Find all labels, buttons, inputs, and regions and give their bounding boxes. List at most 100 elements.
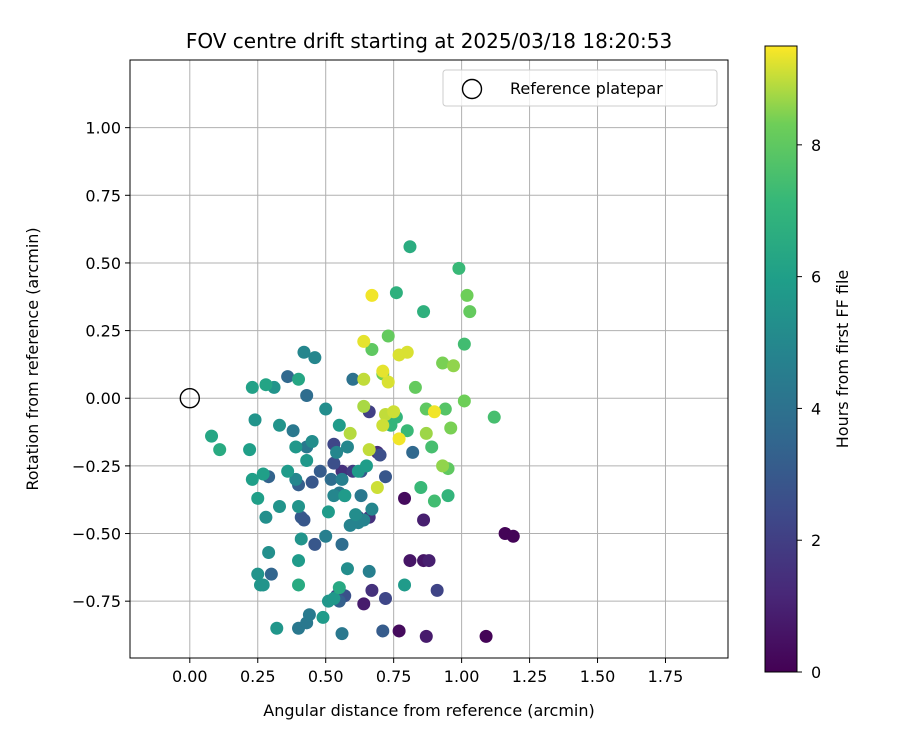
y-tick-label: −0.50	[72, 525, 121, 544]
data-point	[300, 453, 314, 467]
data-point	[438, 402, 452, 416]
data-point	[327, 591, 341, 605]
data-point	[245, 380, 259, 394]
data-point	[335, 627, 349, 641]
data-point	[338, 489, 352, 503]
data-point	[392, 624, 406, 638]
chart-title: FOV centre drift starting at 2025/03/18 …	[186, 29, 672, 53]
data-point	[259, 510, 273, 524]
data-point	[436, 356, 450, 370]
data-point	[281, 370, 295, 384]
data-point	[376, 624, 390, 638]
data-point	[270, 621, 284, 635]
legend-box	[442, 69, 718, 107]
data-point	[289, 472, 303, 486]
data-point	[273, 499, 286, 513]
data-point	[444, 421, 458, 435]
colorbar-tick-label: 8	[811, 136, 821, 155]
data-point	[427, 494, 441, 508]
data-point	[354, 489, 368, 503]
data-point	[286, 424, 300, 438]
reference-marker	[179, 388, 201, 409]
data-point	[300, 389, 314, 403]
data-point	[370, 481, 384, 495]
data-point	[398, 491, 412, 505]
data-point	[373, 448, 387, 462]
data-point	[408, 380, 422, 394]
data-point	[419, 629, 433, 643]
data-point	[289, 440, 303, 454]
data-point	[327, 489, 341, 503]
colorbar-tick-label: 6	[811, 268, 821, 287]
data-point	[479, 629, 493, 643]
data-point	[506, 529, 520, 543]
data-point	[327, 456, 341, 470]
data-point	[346, 372, 360, 386]
colorbar-tick-label: 4	[811, 399, 821, 418]
data-point	[425, 440, 439, 454]
data-point	[400, 345, 414, 359]
data-point	[441, 489, 455, 503]
data-point	[400, 424, 414, 438]
legend-entry-reference: Reference platepar	[510, 79, 663, 98]
x-tick-label: 0.00	[172, 667, 208, 686]
colorbar: 0 2 4 6 8 Hours from first FF file	[764, 45, 852, 682]
data-points	[205, 240, 520, 643]
data-point	[251, 567, 265, 581]
data-point	[357, 597, 371, 611]
x-axis-label: Angular distance from reference (arcmin)	[263, 701, 594, 720]
data-point	[332, 581, 346, 595]
data-point	[245, 472, 259, 486]
y-axis-ticks: −0.75 −0.50 −0.25 0.00 0.25 0.50 0.75 1.00	[72, 119, 130, 611]
data-point	[365, 343, 379, 357]
data-point	[330, 445, 344, 459]
data-point	[422, 554, 436, 568]
y-tick-label: 0.25	[85, 322, 121, 341]
x-axis-ticks: 0.00 0.25 0.50 0.75 1.00 1.25 1.50 1.75	[172, 658, 683, 686]
data-point	[457, 394, 471, 408]
x-tick-label: 0.50	[308, 667, 344, 686]
data-point	[362, 443, 376, 457]
y-tick-label: 0.75	[85, 186, 121, 205]
data-point	[417, 513, 431, 527]
data-point	[379, 470, 393, 484]
data-point	[403, 554, 417, 568]
data-point	[292, 499, 306, 513]
data-point	[340, 440, 354, 454]
colorbar-tick-label: 0	[811, 663, 821, 682]
x-tick-label: 1.00	[444, 667, 480, 686]
data-point	[487, 410, 501, 424]
data-point	[436, 459, 450, 473]
data-point	[362, 564, 376, 578]
data-point	[302, 608, 316, 622]
data-point	[248, 413, 262, 427]
x-tick-label: 1.75	[648, 667, 684, 686]
data-point	[324, 472, 338, 486]
data-point	[463, 305, 477, 319]
reference-point	[179, 388, 201, 409]
data-point	[321, 505, 335, 519]
data-point	[313, 464, 327, 478]
data-point	[417, 305, 431, 319]
y-tick-label: 0.00	[85, 389, 121, 408]
data-point	[446, 359, 460, 373]
data-point	[389, 286, 403, 300]
data-point	[292, 554, 306, 568]
data-point	[430, 583, 444, 597]
data-point	[357, 399, 371, 413]
data-point	[381, 329, 395, 343]
data-point	[365, 288, 379, 302]
data-point	[340, 562, 354, 576]
data-point	[319, 402, 333, 416]
data-point	[297, 513, 311, 527]
data-point	[359, 459, 373, 473]
data-point	[273, 418, 286, 432]
data-point	[381, 375, 395, 389]
legend: Reference platepar	[442, 69, 718, 107]
data-point	[213, 443, 227, 457]
data-point	[365, 502, 379, 516]
data-point	[452, 261, 466, 275]
data-point	[305, 475, 319, 489]
data-point	[251, 491, 265, 505]
